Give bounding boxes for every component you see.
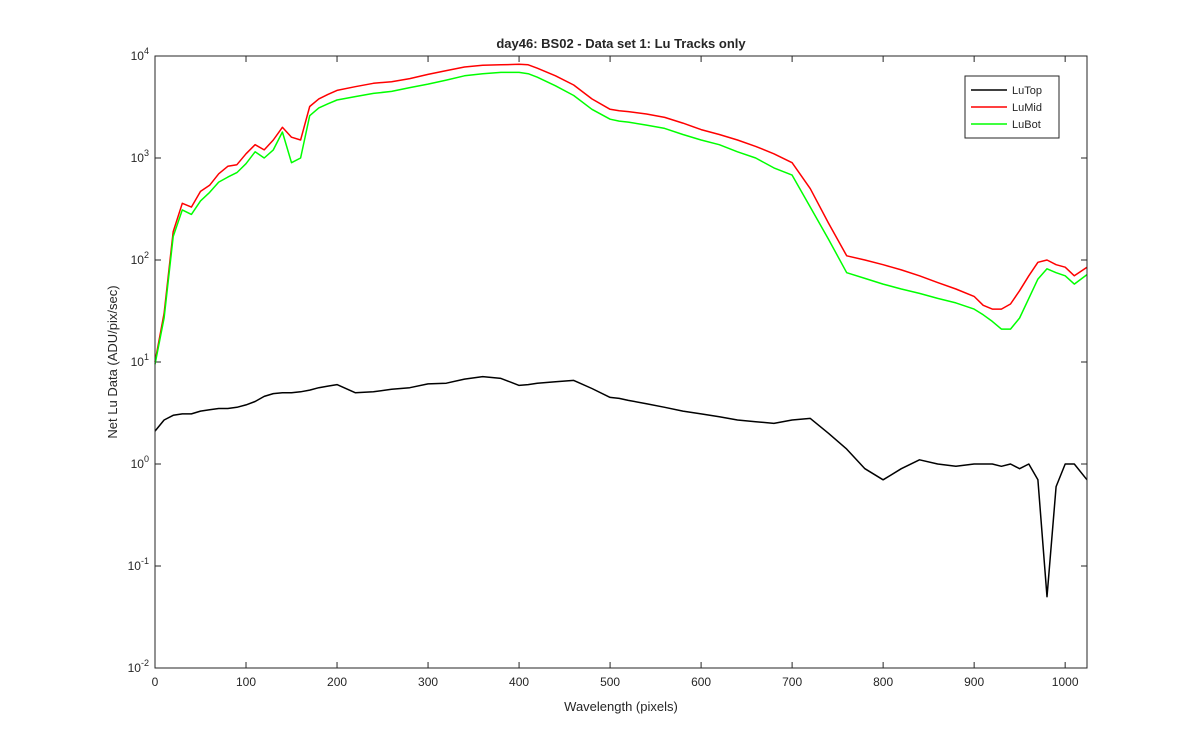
- y-tick-exponent: 4: [144, 46, 149, 56]
- y-tick-base: 10: [131, 355, 145, 369]
- y-tick-exponent: 1: [144, 352, 149, 362]
- legend-label: LuMid: [1012, 102, 1042, 114]
- x-axis-ticks: 0 100 200 300 400 500 600 700 800 900 1000: [152, 56, 1079, 689]
- x-axis-label: Wavelength (pixels): [564, 699, 678, 714]
- y-tick-exponent: 3: [144, 148, 149, 158]
- legend-label: LuBot: [1012, 119, 1041, 131]
- y-tick-label: 104: [131, 46, 149, 63]
- x-tick-label: 900: [964, 675, 984, 689]
- y-tick-label: 100: [131, 454, 149, 471]
- series-line-lubot: [154, 71, 1088, 365]
- x-tick-label: 800: [873, 675, 893, 689]
- series-lines: [154, 63, 1088, 598]
- y-tick-base: 10: [128, 661, 142, 675]
- legend-label: LuTop: [1012, 85, 1042, 97]
- axes-box: [154, 55, 1088, 669]
- series-line-lumid: [154, 63, 1088, 363]
- y-tick-base: 10: [128, 559, 142, 573]
- chart-title: day46: BS02 - Data set 1: Lu Tracks only: [496, 36, 746, 51]
- x-tick-label: 200: [327, 675, 347, 689]
- plot-area: [155, 56, 1087, 668]
- y-tick-exponent: 2: [144, 250, 149, 260]
- x-tick-label: 400: [509, 675, 529, 689]
- x-tick-label: 700: [782, 675, 802, 689]
- x-tick-label: 1000: [1052, 675, 1079, 689]
- y-tick-label: 10-2: [128, 658, 149, 675]
- y-tick-base: 10: [131, 253, 145, 267]
- y-tick-base: 10: [131, 49, 145, 63]
- x-tick-label: 0: [152, 675, 159, 689]
- x-tick-label: 300: [418, 675, 438, 689]
- y-tick-exponent: 0: [144, 454, 149, 464]
- y-tick-label: 10-1: [128, 556, 149, 573]
- x-tick-label: 600: [691, 675, 711, 689]
- y-tick-base: 10: [131, 151, 145, 165]
- y-tick-label: 102: [131, 250, 149, 267]
- series-line-lutop: [154, 375, 1088, 598]
- legend: LuTop LuMid LuBot: [964, 75, 1060, 139]
- y-tick-label: 101: [131, 352, 149, 369]
- x-tick-label: 500: [600, 675, 620, 689]
- y-axis-label: Net Lu Data (ADU/pix/sec): [105, 285, 120, 438]
- y-tick-exponent: -2: [141, 658, 149, 668]
- y-tick-exponent: -1: [141, 556, 149, 566]
- y-tick-base: 10: [131, 457, 145, 471]
- x-tick-label: 100: [236, 675, 256, 689]
- y-tick-label: 103: [131, 148, 149, 165]
